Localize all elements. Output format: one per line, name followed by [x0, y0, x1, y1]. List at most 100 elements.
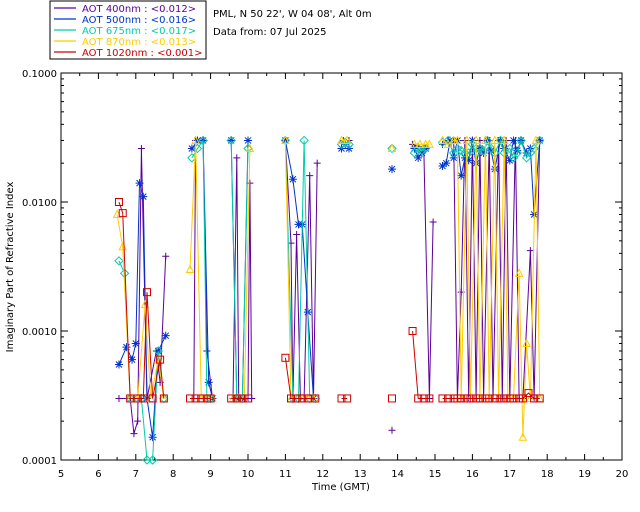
data-point-400nm [293, 230, 301, 238]
data-point-500nm [114, 360, 123, 369]
data-point-870nm [499, 135, 509, 144]
data-point-500nm [445, 136, 454, 145]
data-point-1020nm [485, 394, 494, 403]
legend-entry-870nm: AOT 870nm : <0.013> [82, 37, 196, 48]
series-line-1020nm [284, 357, 316, 399]
data-point-400nm [137, 144, 145, 152]
x-tick-label: 11 [279, 469, 292, 480]
y-tick-label: 0.0100 [22, 198, 57, 209]
x-axis-label: Time (GMT) [311, 482, 370, 493]
data-point-1020nm [500, 394, 509, 403]
data-point-675nm [529, 143, 539, 154]
series-line-500nm [118, 182, 167, 438]
data-point-500nm [161, 331, 170, 340]
data-point-500nm [139, 192, 148, 201]
data-point-1020nm [159, 394, 168, 403]
data-point-500nm [281, 136, 290, 145]
data-point-500nm [535, 136, 544, 145]
data-point-1020nm [457, 394, 466, 403]
series-line-400nm [442, 140, 541, 399]
data-point-675nm [478, 145, 489, 156]
legend: AOT 400nm : <0.012>AOT 500nm : <0.016>AO… [49, 0, 207, 60]
data-point-870nm [522, 338, 531, 348]
x-tick-label: 16 [466, 469, 479, 480]
data-point-870nm [490, 135, 500, 144]
data-point-500nm [227, 136, 236, 145]
y-axis-label: Imaginary Part of Refractive Index [5, 182, 16, 353]
data-point-1020nm [227, 394, 236, 403]
x-tick-label: 15 [429, 469, 442, 480]
data-point-870nm [518, 432, 528, 441]
data-point-400nm [162, 252, 170, 260]
data-point-400nm [115, 394, 123, 402]
series-line-870nm [116, 214, 165, 399]
data-point-870nm [337, 135, 346, 144]
data-point-500nm [187, 144, 196, 153]
data-point-500nm [460, 153, 469, 162]
data-point-400nm [429, 218, 437, 226]
header-site-text: PML, N 50 22', W 04 08', Alt 0m [213, 9, 372, 20]
data-point-500nm [464, 156, 473, 165]
data-point-870nm [245, 143, 255, 152]
data-point-870nm [125, 393, 135, 402]
data-point-870nm [453, 135, 462, 144]
data-point-1020nm [206, 394, 215, 403]
x-tick-label: 5 [58, 469, 64, 480]
legend-entry-675nm: AOT 675nm : <0.017> [82, 26, 196, 37]
data-point-500nm [513, 146, 522, 155]
data-point-870nm [438, 135, 447, 144]
data-point-1020nm [197, 394, 206, 403]
legend-entry-1020nm: AOT 1020nm : <0.001> [82, 48, 202, 59]
series-line-870nm [189, 140, 213, 399]
series-line-1020nm [412, 330, 430, 399]
data-point-400nm [203, 347, 211, 355]
data-point-1020nm [425, 394, 434, 403]
data-point-1020nm [408, 327, 417, 335]
legend-entry-500nm: AOT 500nm : <0.016> [82, 15, 196, 26]
data-point-675nm [387, 143, 397, 154]
data-point-1020nm [114, 198, 123, 206]
series-400nm [115, 136, 544, 438]
x-tick-label: 20 [616, 469, 629, 480]
data-point-500nm [128, 355, 137, 364]
data-point-500nm [442, 159, 451, 168]
data-point-1020nm [281, 353, 290, 362]
data-point-870nm [425, 139, 434, 148]
data-point-675nm [463, 148, 474, 158]
x-tick-label: 19 [578, 469, 591, 480]
data-point-400nm [233, 154, 241, 162]
data-point-870nm [185, 264, 195, 273]
data-point-500nm [122, 343, 131, 352]
data-point-675nm [417, 145, 427, 156]
data-point-1020nm [414, 394, 423, 403]
data-point-500nm [417, 148, 426, 157]
data-point-400nm [526, 247, 534, 255]
data-point-1020nm [118, 209, 127, 218]
data-point-1020nm [343, 394, 352, 403]
data-point-1020nm [298, 394, 307, 403]
data-point-1020nm [387, 394, 396, 403]
y-tick-label: 0.0001 [22, 456, 57, 467]
data-point-1020nm [139, 394, 148, 403]
data-point-500nm [487, 146, 496, 155]
data-point-870nm [531, 135, 541, 144]
header-date-text: Data from: 07 Jul 2025 [213, 27, 326, 38]
data-point-870nm [481, 135, 490, 144]
series-line-1020nm [118, 201, 165, 399]
data-point-870nm [342, 135, 352, 144]
data-point-675nm [505, 143, 515, 154]
data-point-1020nm [133, 394, 142, 403]
data-point-870nm [514, 268, 524, 277]
data-point-500nm [479, 148, 488, 157]
y-tick-label: 0.1000 [22, 69, 57, 80]
data-point-675nm [460, 148, 470, 158]
data-point-1020nm [232, 394, 241, 403]
data-point-1020nm [186, 394, 195, 403]
data-point-1020nm [311, 394, 320, 403]
x-tick-label: 8 [170, 469, 176, 480]
data-point-400nm [130, 430, 138, 438]
data-point-1020nm [466, 394, 475, 403]
x-tick-label: 13 [354, 469, 367, 480]
